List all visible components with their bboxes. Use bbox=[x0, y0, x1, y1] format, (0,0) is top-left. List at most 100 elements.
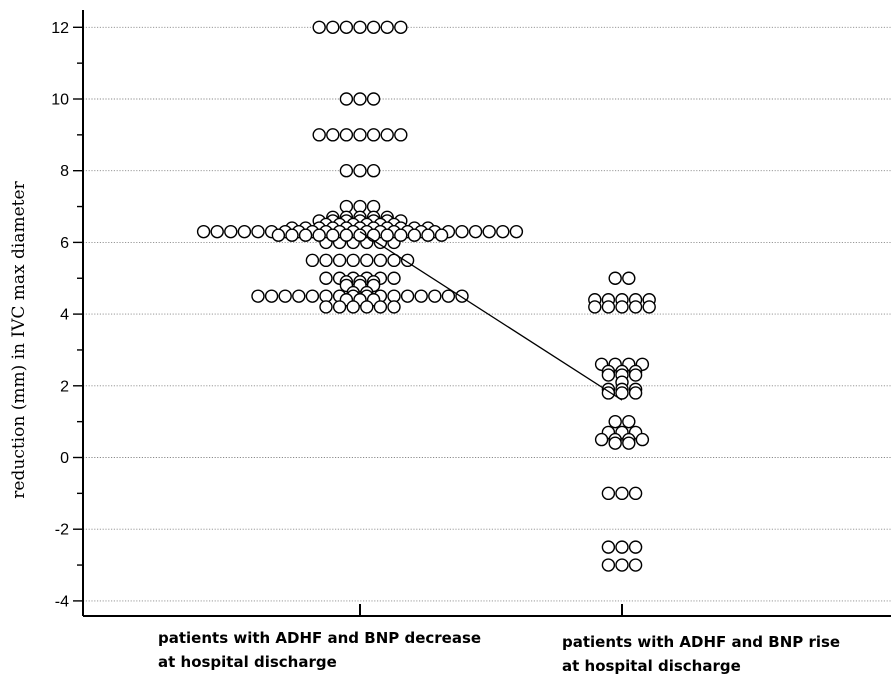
data-point bbox=[394, 20, 408, 34]
y-axis-label: reduction (mm) in IVC max diameter bbox=[9, 180, 29, 498]
data-point bbox=[339, 163, 354, 178]
data-point bbox=[622, 271, 636, 285]
mean-connector-line bbox=[359, 231, 623, 401]
data-point bbox=[380, 128, 394, 142]
data-point bbox=[482, 224, 496, 239]
data-point bbox=[312, 20, 326, 34]
data-point bbox=[588, 300, 602, 314]
data-point bbox=[496, 224, 510, 239]
data-point bbox=[642, 300, 656, 314]
data-point bbox=[224, 224, 238, 239]
y-tick-label: 6 bbox=[60, 235, 69, 252]
data-point bbox=[237, 224, 252, 239]
axes: -4 -2 0 2 4 6 8 10 12 bbox=[51, 10, 891, 617]
data-point bbox=[622, 436, 636, 450]
data-point bbox=[332, 253, 347, 268]
x-category-label-rise: patients with ADHF and BNP rise at hospi… bbox=[562, 633, 841, 675]
data-point bbox=[441, 289, 456, 303]
data-point bbox=[332, 300, 347, 314]
data-point bbox=[353, 163, 367, 178]
data-point bbox=[509, 224, 524, 239]
data-point bbox=[628, 486, 643, 501]
data-point bbox=[346, 300, 360, 314]
data-point bbox=[353, 128, 367, 142]
data-point bbox=[285, 228, 299, 242]
data-point bbox=[428, 289, 442, 303]
data-point bbox=[394, 128, 408, 142]
data-point bbox=[353, 228, 367, 242]
data-point bbox=[407, 228, 422, 242]
y-tick-label: 10 bbox=[51, 92, 69, 109]
data-point bbox=[251, 224, 265, 239]
data-point bbox=[387, 271, 401, 285]
data-point bbox=[319, 271, 333, 285]
data-point bbox=[400, 289, 415, 303]
data-point bbox=[278, 289, 292, 303]
data-point bbox=[196, 224, 211, 239]
data-point bbox=[339, 92, 354, 106]
data-point bbox=[615, 486, 629, 501]
data-point bbox=[326, 228, 340, 242]
data-point bbox=[373, 253, 388, 268]
data-point bbox=[264, 289, 279, 303]
data-point bbox=[601, 300, 616, 314]
data-point bbox=[373, 300, 388, 314]
data-point bbox=[339, 20, 354, 34]
x-category-label-decrease: patients with ADHF and BNP decrease at h… bbox=[158, 629, 482, 671]
gridlines bbox=[83, 26, 891, 602]
data-point bbox=[601, 486, 616, 501]
data-point bbox=[312, 128, 326, 142]
data-point bbox=[434, 228, 449, 242]
data-point bbox=[601, 368, 616, 382]
data-point bbox=[366, 128, 381, 142]
data-point bbox=[360, 253, 374, 268]
data-point bbox=[353, 92, 367, 106]
data-point bbox=[346, 253, 360, 268]
data-point bbox=[380, 20, 394, 34]
y-tick-label: 8 bbox=[60, 163, 69, 180]
data-point bbox=[305, 253, 320, 268]
data-point bbox=[387, 253, 401, 268]
data-point bbox=[326, 128, 340, 142]
data-point bbox=[360, 300, 374, 314]
data-point bbox=[601, 540, 616, 554]
data-point bbox=[210, 224, 224, 239]
data-point bbox=[414, 289, 428, 303]
data-point bbox=[635, 432, 650, 447]
data-points bbox=[196, 20, 656, 572]
data-point bbox=[615, 300, 629, 314]
data-point bbox=[608, 414, 622, 429]
data-point bbox=[292, 289, 306, 303]
data-point bbox=[339, 128, 354, 142]
data-point bbox=[366, 92, 381, 106]
data-point bbox=[628, 368, 643, 382]
data-point bbox=[601, 558, 616, 572]
data-point bbox=[366, 20, 381, 34]
data-point bbox=[251, 289, 265, 303]
data-point bbox=[628, 300, 643, 314]
data-point bbox=[628, 540, 643, 554]
data-point bbox=[319, 300, 333, 314]
data-point bbox=[353, 20, 367, 34]
data-point bbox=[608, 271, 622, 285]
data-point bbox=[594, 432, 609, 447]
data-point bbox=[298, 228, 313, 242]
data-point bbox=[615, 386, 629, 400]
data-point bbox=[400, 253, 415, 268]
data-point bbox=[608, 436, 622, 450]
y-tick-label: 12 bbox=[51, 20, 69, 37]
y-tick-label: 0 bbox=[60, 450, 69, 467]
data-point bbox=[271, 228, 286, 242]
data-point bbox=[380, 228, 394, 242]
data-point bbox=[455, 224, 469, 239]
data-point bbox=[339, 228, 354, 242]
data-point bbox=[326, 20, 340, 34]
data-point bbox=[615, 558, 629, 572]
data-point bbox=[312, 228, 326, 242]
y-tick-label: -4 bbox=[55, 593, 69, 610]
data-point bbox=[628, 558, 643, 572]
data-point bbox=[468, 224, 483, 239]
data-point bbox=[421, 228, 435, 242]
y-tick-label: 2 bbox=[60, 378, 69, 395]
